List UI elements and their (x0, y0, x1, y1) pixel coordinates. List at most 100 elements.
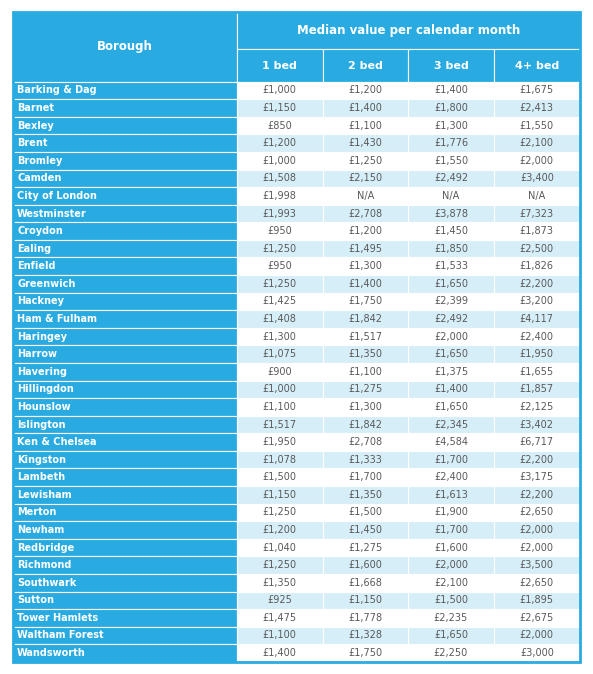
Text: £850: £850 (267, 121, 292, 131)
Bar (13, 433, 237, 451)
Bar (237, 205, 323, 222)
Text: £1,600: £1,600 (434, 543, 468, 553)
Text: £1,275: £1,275 (348, 384, 382, 394)
Bar (494, 49, 580, 82)
Bar (408, 609, 494, 627)
Text: 2 bed: 2 bed (348, 61, 383, 71)
Text: £2,500: £2,500 (520, 244, 554, 253)
Bar (323, 152, 408, 170)
Bar (408, 592, 494, 609)
Text: £1,778: £1,778 (348, 613, 382, 623)
Bar (13, 170, 237, 187)
Text: £1,857: £1,857 (520, 384, 554, 394)
Bar (237, 592, 323, 609)
Text: £1,350: £1,350 (263, 578, 296, 588)
Bar (323, 486, 408, 503)
Text: £1,655: £1,655 (520, 367, 554, 377)
Bar (323, 644, 408, 662)
Bar (323, 521, 408, 539)
Bar (494, 170, 580, 187)
Bar (323, 539, 408, 556)
Text: £1,100: £1,100 (349, 367, 382, 377)
Bar (13, 99, 237, 117)
Bar (237, 222, 323, 240)
Text: £2,400: £2,400 (434, 472, 468, 483)
Bar (13, 240, 237, 257)
Text: £3,200: £3,200 (520, 297, 554, 307)
Bar (13, 521, 237, 539)
Bar (323, 134, 408, 152)
Text: £1,826: £1,826 (520, 262, 554, 271)
Text: £1,375: £1,375 (434, 367, 468, 377)
Bar (237, 486, 323, 503)
Text: £1,550: £1,550 (434, 156, 468, 166)
Text: £1,533: £1,533 (434, 262, 468, 271)
Text: N/A: N/A (357, 191, 374, 201)
Text: £1,495: £1,495 (348, 244, 382, 253)
Bar (13, 345, 237, 363)
Text: £1,425: £1,425 (263, 297, 297, 307)
Bar (13, 468, 237, 486)
Text: £1,000: £1,000 (263, 156, 296, 166)
Bar (13, 381, 237, 398)
Bar (408, 170, 494, 187)
Text: £2,345: £2,345 (434, 419, 468, 429)
Text: £1,500: £1,500 (434, 595, 468, 605)
Bar (494, 222, 580, 240)
Bar (408, 310, 494, 328)
Text: £2,000: £2,000 (520, 156, 554, 166)
Bar (323, 222, 408, 240)
Bar (408, 152, 494, 170)
Bar (494, 486, 580, 503)
Text: £1,895: £1,895 (520, 595, 554, 605)
Text: £7,323: £7,323 (520, 208, 554, 218)
Bar (13, 134, 237, 152)
Text: £2,000: £2,000 (520, 525, 554, 535)
Bar (408, 503, 494, 521)
Text: 4+ bed: 4+ bed (515, 61, 559, 71)
Bar (237, 363, 323, 381)
Bar (323, 99, 408, 117)
Bar (237, 293, 323, 310)
Bar (323, 170, 408, 187)
Bar (323, 592, 408, 609)
Text: £2,000: £2,000 (520, 630, 554, 640)
Text: £1,300: £1,300 (349, 262, 382, 271)
Text: Kingston: Kingston (17, 455, 66, 464)
Text: £2,200: £2,200 (520, 455, 554, 464)
Text: £2,250: £2,250 (434, 648, 468, 658)
Bar (494, 152, 580, 170)
Bar (237, 170, 323, 187)
Bar (494, 416, 580, 433)
Text: £1,350: £1,350 (348, 349, 382, 359)
Text: £1,400: £1,400 (263, 648, 296, 658)
Bar (237, 503, 323, 521)
Bar (494, 275, 580, 293)
Text: £1,842: £1,842 (348, 419, 382, 429)
Bar (237, 310, 323, 328)
Text: Haringey: Haringey (17, 332, 67, 342)
Bar (13, 293, 237, 310)
Text: £1,200: £1,200 (263, 525, 296, 535)
Bar (494, 117, 580, 134)
Text: £3,402: £3,402 (520, 419, 554, 429)
Text: 1 bed: 1 bed (262, 61, 297, 71)
Bar (323, 398, 408, 416)
Text: £925: £925 (267, 595, 292, 605)
Text: £6,717: £6,717 (520, 437, 554, 447)
Text: Bexley: Bexley (17, 121, 54, 131)
Bar (323, 240, 408, 257)
Bar (408, 82, 494, 99)
Bar (13, 310, 237, 328)
Bar (237, 117, 323, 134)
Text: Hillingdon: Hillingdon (17, 384, 74, 394)
Text: £2,650: £2,650 (520, 578, 554, 588)
Text: £2,200: £2,200 (520, 279, 554, 289)
Text: N/A: N/A (442, 191, 460, 201)
Bar (237, 609, 323, 627)
Text: £1,508: £1,508 (263, 173, 296, 183)
Text: £3,500: £3,500 (520, 560, 554, 570)
Bar (494, 521, 580, 539)
Bar (13, 82, 237, 99)
Bar (237, 433, 323, 451)
